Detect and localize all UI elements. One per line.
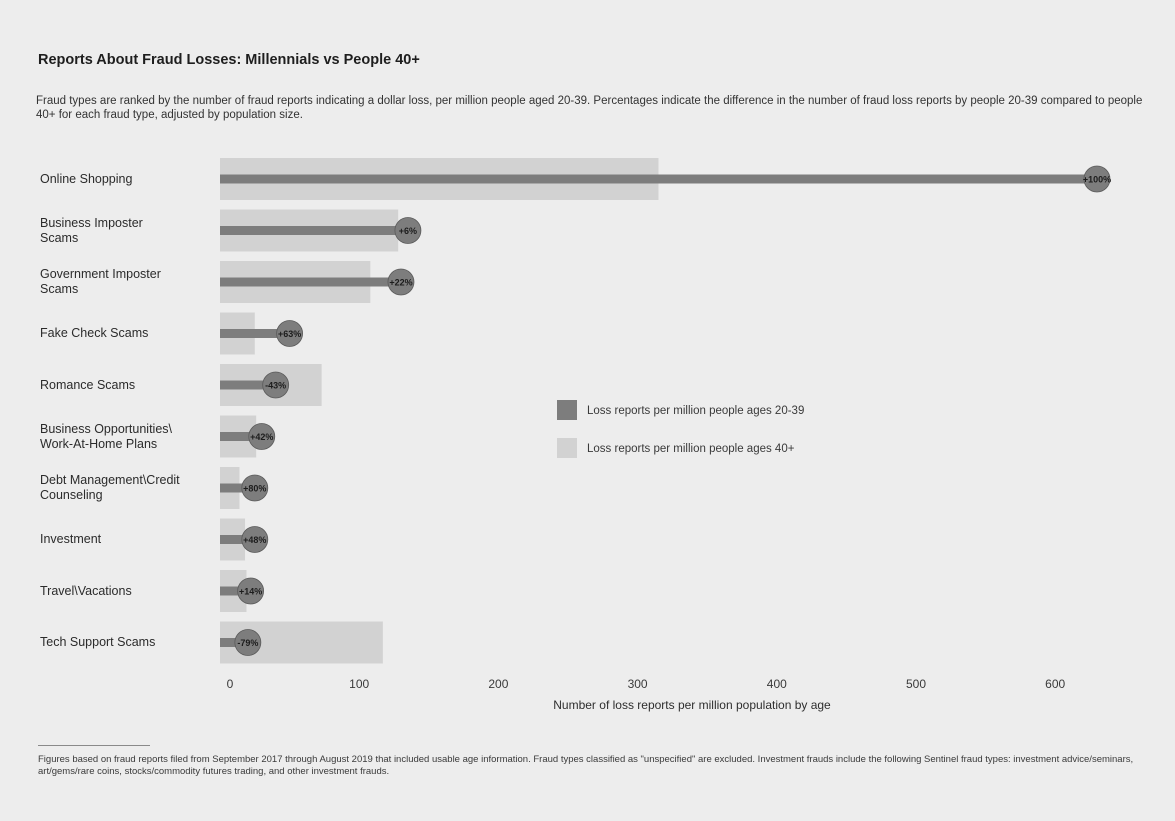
category-label: Business Imposter Scams bbox=[40, 215, 143, 245]
bar-20-39 bbox=[220, 483, 255, 493]
marker-20-39 bbox=[241, 526, 269, 553]
x-tick-label: 400 bbox=[767, 677, 787, 691]
pct-diff-label: -79% bbox=[237, 638, 258, 648]
marker-20-39 bbox=[241, 474, 269, 502]
marker-20-39 bbox=[234, 629, 262, 656]
category-label: Government Imposter Scams bbox=[40, 267, 161, 296]
x-tick-label: 200 bbox=[488, 677, 508, 691]
footnote-divider bbox=[38, 745, 150, 746]
pct-diff-label: +80% bbox=[243, 484, 266, 494]
category-label: Investment bbox=[40, 532, 102, 546]
x-tick-label: 300 bbox=[628, 677, 648, 691]
chart-title: Reports About Fraud Losses: Millennials … bbox=[38, 52, 420, 68]
x-tick-label: 100 bbox=[349, 677, 369, 691]
pct-diff-label: -43% bbox=[265, 381, 286, 391]
pct-diff-label: +6% bbox=[399, 226, 417, 236]
category-label: Romance Scams bbox=[40, 377, 136, 392]
bar-20-39 bbox=[220, 586, 251, 596]
bar-20-39 bbox=[220, 535, 255, 544]
marker-20-39 bbox=[1083, 165, 1111, 193]
bar-20-39 bbox=[220, 277, 401, 287]
category-label: Tech Support Scams bbox=[40, 635, 156, 649]
chart-subtitle: Fraud types are ranked by the number of … bbox=[36, 95, 1143, 121]
pct-diff-label: +42% bbox=[250, 432, 273, 442]
marker-20-39 bbox=[237, 577, 265, 605]
pct-diff-label: +100% bbox=[1083, 175, 1111, 185]
pct-diff-label: +48% bbox=[243, 535, 266, 545]
category-label: Business Opportunities\ Work-At-Home Pla… bbox=[40, 421, 173, 451]
category-label: Fake Check Scams bbox=[40, 326, 149, 340]
legend-swatch bbox=[557, 438, 577, 458]
bar-20-39 bbox=[220, 638, 248, 647]
category-label: Debt Management\Credit Counseling bbox=[40, 473, 180, 502]
marker-20-39 bbox=[248, 423, 276, 450]
marker-20-39 bbox=[394, 217, 422, 244]
footnote: Figures based on fraud reports filed fro… bbox=[38, 754, 1134, 777]
x-axis-label: Number of loss reports per million popul… bbox=[553, 698, 831, 712]
pct-diff-label: +14% bbox=[239, 587, 262, 597]
marker-20-39 bbox=[387, 268, 415, 296]
bar-20-39 bbox=[220, 329, 290, 338]
legend-label: Loss reports per million people ages 40+ bbox=[587, 443, 795, 455]
category-label: Online Shopping bbox=[40, 171, 133, 186]
pct-diff-label: +22% bbox=[389, 278, 412, 288]
legend-swatch bbox=[557, 400, 577, 420]
bar-20-39 bbox=[220, 380, 276, 390]
category-label: Travel\Vacations bbox=[40, 583, 132, 598]
x-tick-label: 500 bbox=[906, 677, 926, 691]
x-tick-label: 0 bbox=[227, 677, 234, 691]
marker-20-39 bbox=[276, 320, 304, 347]
pct-diff-label: +63% bbox=[278, 329, 301, 339]
x-tick-label: 600 bbox=[1045, 677, 1065, 691]
marker-20-39 bbox=[262, 371, 290, 399]
bar-20-39 bbox=[220, 432, 262, 441]
bar-20-39 bbox=[220, 174, 1097, 184]
legend-label: Loss reports per million people ages 20-… bbox=[587, 405, 804, 417]
bar-20-39 bbox=[220, 226, 408, 235]
